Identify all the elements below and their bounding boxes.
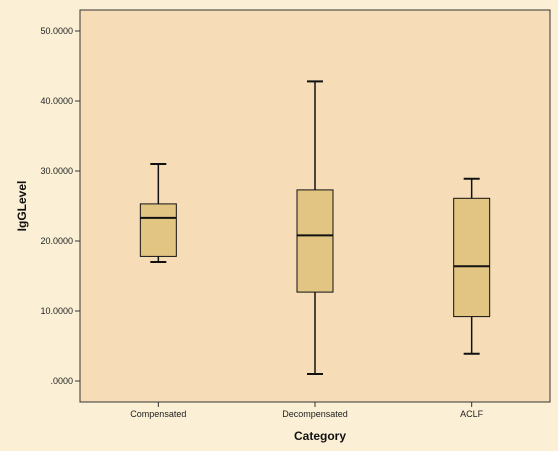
- x-tick-label: Compensated: [130, 409, 186, 419]
- x-tick-label: Decompensated: [282, 409, 348, 419]
- box-aclf: [453, 177, 491, 355]
- y-tick-label: 50.0000: [40, 26, 73, 36]
- iqr-box: [453, 197, 491, 318]
- x-tick-label: ACLF: [460, 409, 484, 419]
- box-decompensated: [296, 80, 334, 375]
- x-axis-title: Category: [294, 429, 346, 443]
- y-tick-label: 30.0000: [40, 166, 73, 176]
- x-axis: Compensated Decompensated ACLF: [130, 402, 484, 419]
- y-tick-label: 40.0000: [40, 96, 73, 106]
- y-axis-title: IgGLevel: [15, 181, 29, 232]
- y-tick-label: 10.0000: [40, 306, 73, 316]
- iqr-box: [296, 189, 334, 293]
- y-axis: .0000 10.0000 20.0000 30.0000 40.0000 50.0000: [40, 26, 80, 386]
- y-tick-label: 20.0000: [40, 236, 73, 246]
- iqr-box: [139, 203, 177, 257]
- y-tick-label: .0000: [50, 376, 73, 386]
- boxes-group: [139, 80, 491, 375]
- box-compensated: [139, 163, 177, 263]
